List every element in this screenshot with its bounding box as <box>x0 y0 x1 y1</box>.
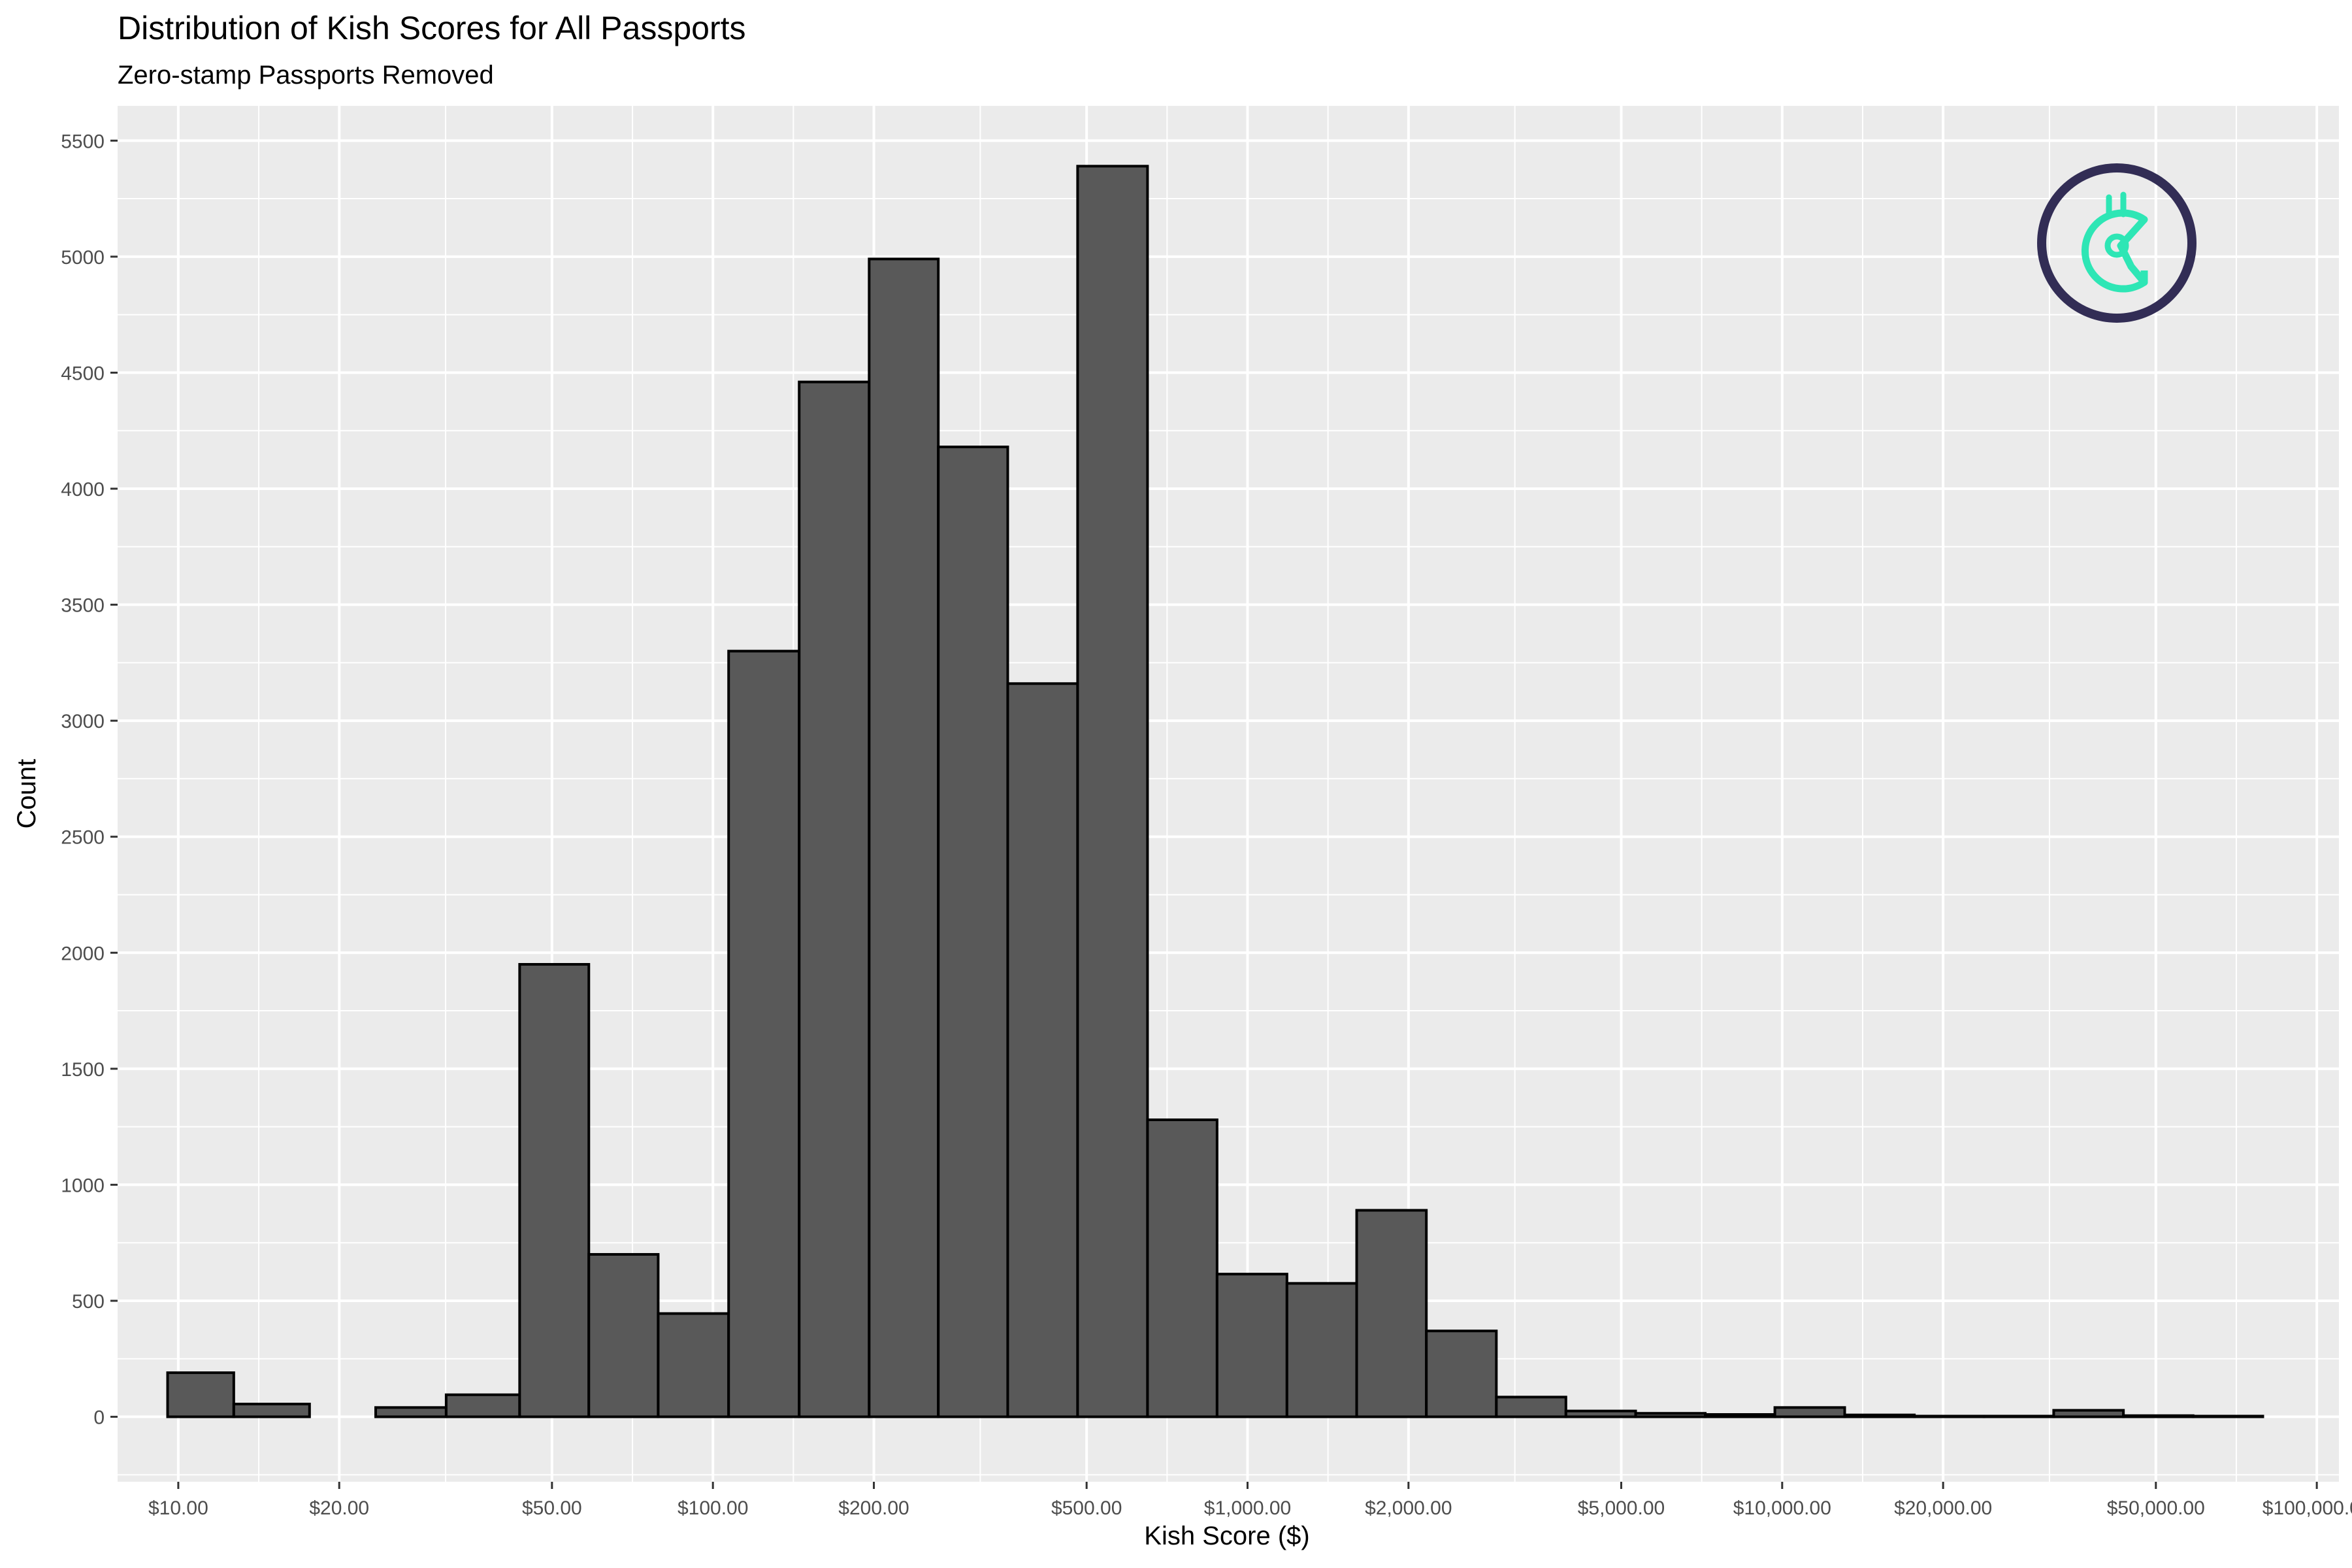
y-axis-title: Count <box>12 759 41 829</box>
histogram-bar <box>518 963 591 1418</box>
y-tick-label: 5000 <box>61 247 105 269</box>
y-tick-label: 0 <box>93 1407 105 1429</box>
histogram-bar <box>868 257 940 1418</box>
y-axis: 0 500 1000 1500 2000 2500 3000 3500 4000 4500 5000… <box>61 131 118 1429</box>
histogram-bar <box>1495 1396 1567 1418</box>
x-tick-label: $100.00 <box>678 1497 748 1519</box>
histogram-bar <box>444 1393 521 1418</box>
chart-subtitle: Zero-stamp Passports Removed <box>118 61 494 90</box>
x-tick-label: $5,000.00 <box>1578 1497 1665 1519</box>
histogram-bar <box>1704 1413 1776 1418</box>
histogram-bar <box>1843 1413 1916 1418</box>
x-tick-label: $20,000.00 <box>1894 1497 1992 1519</box>
chart-title: Distribution of Kish Scores for All Pass… <box>118 10 746 46</box>
histogram-bar <box>374 1406 448 1418</box>
histogram-bar <box>232 1403 311 1418</box>
histogram-bar <box>1006 682 1079 1418</box>
y-tick-label: 3500 <box>61 595 105 617</box>
histogram-bar <box>798 380 871 1418</box>
x-tick-label: $2,000.00 <box>1365 1497 1452 1519</box>
histogram-bar <box>727 649 801 1418</box>
y-tick-label: 3000 <box>61 711 105 732</box>
histogram-bar <box>1634 1412 1707 1418</box>
histogram-bar <box>1425 1330 1498 1418</box>
y-tick-label: 1000 <box>61 1175 105 1196</box>
x-tick-label: $200.00 <box>838 1497 909 1519</box>
histogram-bar <box>587 1252 660 1418</box>
y-tick-label: 2000 <box>61 943 105 964</box>
y-tick-label: 5500 <box>61 131 105 152</box>
x-tick-label: $20.00 <box>309 1497 369 1519</box>
x-tick-label: $50.00 <box>522 1497 582 1519</box>
plot-panel <box>118 106 2339 1482</box>
y-tick-label: 4000 <box>61 479 105 500</box>
x-tick-label: $500.00 <box>1051 1497 1122 1519</box>
x-tick-label: $1,000.00 <box>1204 1497 1291 1519</box>
histogram-bar <box>2122 1414 2195 1418</box>
histogram-bar <box>2052 1409 2125 1418</box>
x-axis-title: Kish Score ($) <box>1144 1522 1309 1550</box>
y-tick-label: 500 <box>72 1291 105 1313</box>
x-tick-label: $50,000.00 <box>2107 1497 2205 1519</box>
gitcoin-logo-icon <box>2037 163 2197 323</box>
histogram-bar <box>1773 1406 1846 1418</box>
histogram-bar <box>1076 165 1149 1418</box>
histogram-bar <box>1355 1209 1428 1418</box>
histogram-bar <box>166 1371 235 1418</box>
x-tick-label: $100,000.00 <box>2262 1497 2352 1519</box>
y-tick-label: 4500 <box>61 363 105 384</box>
histogram-bar <box>1215 1273 1288 1418</box>
histogram-bar <box>657 1312 730 1418</box>
histogram-bar <box>1285 1282 1358 1418</box>
histogram-bar <box>1564 1409 1637 1418</box>
histogram-bar <box>937 446 1009 1418</box>
histogram-bar <box>1146 1118 1218 1418</box>
x-tick-label: $10.00 <box>148 1497 208 1519</box>
x-axis: $10.00 $20.00 $50.00 $100.00 $200.00 $500.00 $… <box>148 1482 2352 1519</box>
y-tick-label: 1500 <box>61 1059 105 1081</box>
histogram-bars <box>166 165 2264 1418</box>
x-tick-label: $10,000.00 <box>1733 1497 1831 1519</box>
y-tick-label: 2500 <box>61 827 105 849</box>
